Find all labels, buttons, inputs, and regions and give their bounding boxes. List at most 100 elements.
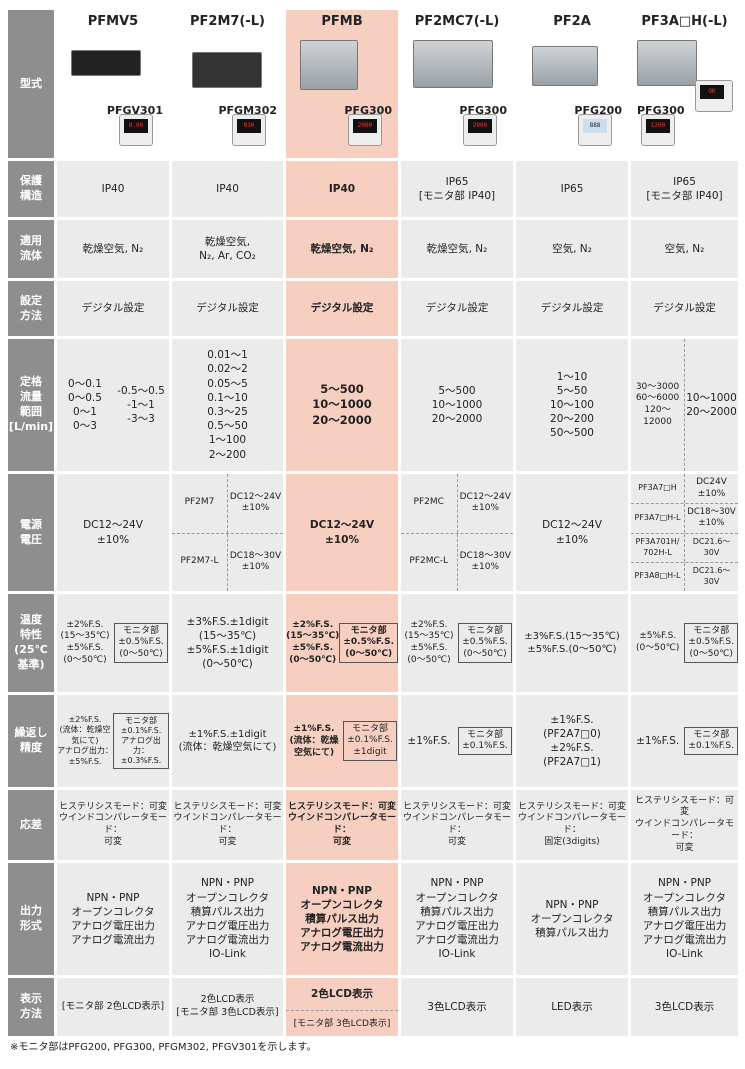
row-header-repeat: 繰返し 精度 [8,695,54,787]
setting-cell: デジタル設定 [401,281,513,336]
protection-cell: IP40 [57,161,169,217]
row-header-protection: 保護 構造 [8,161,54,217]
monitor-side-image: OK [695,80,733,112]
output-cell: NPN・PNP オープンコレクタ 積算パルス出力 アナログ電圧出力 アナログ電流… [631,863,738,975]
display-cell: 2色LCD表示 [モニタ部 3色LCD表示] [286,978,398,1036]
model-name: PF3A□H(-L) [641,14,728,29]
power-voltage: DC18～30V ±10% [227,533,283,591]
temp-value: ±5%F.S. (0～50℃) [636,631,680,653]
sensor-image [71,50,141,76]
power-model: PF3A7□H [638,483,677,493]
repeat-value: ±1%F.S. (流体：乾燥空気にて) [289,723,339,759]
monitor-name: PFG200 [574,104,622,117]
response-cell: ヒステリシスモード：可変 ウインドコンパレータモード： 可変 [401,790,513,860]
row-header-response: 応差 [8,790,54,860]
flow-range-cell: 30～3000 60～6000 120～12000 10～1000 20～200… [631,339,738,471]
output-cell: NPN・PNP オープンコレクタ 積算パルス出力 アナログ電圧出力 アナログ電流… [172,863,283,975]
repeat-cell: ±1%F.S.±1digit (流体：乾燥空気にて) [172,695,283,787]
monitor-image: 1200 [641,114,675,146]
monitor-image: 888 [578,114,612,146]
response-cell: ヒステリシスモード：可変 ウインドコンパレータモード： 可変 [631,790,738,860]
power-voltage: DC18～30V ±10% [456,533,514,591]
power-model: PF3A8□H-L [634,571,681,581]
row-header-model: 型式 [8,10,54,158]
output-cell: NPN・PNP オープンコレクタ 積算パルス出力 [516,863,628,975]
model-cell-pf2mc7: PF2MC7(-L) PFG300 2000 [401,10,513,158]
repeat-cell: ±1%F.S. (PF2A7□0) ±2%F.S. (PF2A7□1) [516,695,628,787]
protection-cell: IP65 [モニタ部 IP40] [631,161,738,217]
power-voltage: DC21.6～30V [684,533,738,562]
repeat-row: 繰返し 精度 ±2%F.S. (流体：乾燥空気にて) アナログ出力： ±5%F.… [8,695,738,787]
output-cell: NPN・PNP オープンコレクタ 積算パルス出力 アナログ電圧出力 アナログ電流… [401,863,513,975]
monitor-temp-box: モニタ部 ±0.5%F.S. (0～50℃) [458,623,512,663]
protection-cell: IP40 [286,161,398,217]
temp-cell: ±2%F.S. (15～35℃) ±5%F.S. (0～50℃) モニタ部 ±0… [401,594,513,692]
flow-range-cell: 1～10 5～50 10～100 20～200 50～500 [516,339,628,471]
response-cell: ヒステリシスモード：可変 ウインドコンパレータモード： 固定(3digits) [516,790,628,860]
power-voltage: DC12～24V ±10% [227,474,283,533]
power-model: PF2MC [413,497,444,508]
sensor-image [637,40,697,86]
repeat-cell: ±2%F.S. (流体：乾燥空気にて) アナログ出力： ±5%F.S. モニタ部… [57,695,169,787]
model-cell-pf3a: PF3A□H(-L) OK PFG300 1200 [631,10,738,158]
power-cell: PF3A7□H DC24V ±10% PF3A7□H-L DC18～30V ±1… [631,474,738,591]
power-model: PF3A7□H-L [634,512,681,522]
protection-row: 保護 構造 IP40 IP40 IP40 IP65 [モニタ部 IP40] IP… [8,161,738,217]
monitor-repeat-box: モニタ部 ±0.1%F.S. [458,726,512,756]
repeat-value: ±1%F.S. [407,734,451,747]
sensor-image [413,40,493,88]
temp-cell: ±3%F.S.(15～35℃) ±5%F.S.(0～50℃) [516,594,628,692]
response-row: 応差 ヒステリシスモード：可変 ウインドコンパレータモード： 可変 ヒステリシス… [8,790,738,860]
monitor-image: 2000 [348,114,382,146]
setting-cell: デジタル設定 [631,281,738,336]
protection-cell: IP40 [172,161,283,217]
monitor-image: 2000 [463,114,497,146]
temp-cell: ±2%F.S. (15～35℃) ±5%F.S. (0～50℃) モニタ部 ±0… [286,594,398,692]
temp-cell: ±2%F.S. (15～35℃) ±5%F.S. (0～50℃) モニタ部 ±0… [57,594,169,692]
power-voltage: DC24V ±10% [684,474,738,504]
monitor-repeat-box: モニタ部 ±0.1%F.S. ±1digit [343,721,397,761]
monitor-temp-box: モニタ部 ±0.5%F.S. (0～50℃) [114,623,168,663]
power-voltage: DC18～30V ±10% [684,504,738,533]
display-monitor: [モニタ部 3色LCD表示] [286,1010,398,1036]
flow-range-a: 30～3000 60～6000 120～12000 [635,381,680,427]
monitor-repeat-box: モニタ部 ±0.1%F.S. [684,726,738,756]
flow-range-row: 定格 流量 範囲 [L/min] 0～0.1 0～0.5 0～1 0～3 -0.… [8,339,738,471]
temp-value: ±2%F.S. (15～35℃) ±5%F.S. (0～50℃) [286,619,340,665]
fluid-row: 適用 流体 乾燥空気, N₂ 乾燥空気, N₂, Ar, CO₂ 乾燥空気, N… [8,220,738,278]
model-name: PFMV5 [87,14,139,29]
fluid-cell: 空気, N₂ [631,220,738,278]
output-cell: NPN・PNP オープンコレクタ アナログ電圧出力 アナログ電流出力 [57,863,169,975]
row-header-power: 電源 電圧 [8,474,54,591]
sensor-image [192,52,262,88]
output-row: 出力 形式 NPN・PNP オープンコレクタ アナログ電圧出力 アナログ電流出力… [8,863,738,975]
power-cell: PF2MC DC12～24V ±10% PF2MC-L DC18～30V ±10… [401,474,513,591]
row-header-output: 出力 形式 [8,863,54,975]
temp-row: 温度 特性 (25℃ 基準) ±2%F.S. (15～35℃) ±5%F.S. … [8,594,738,692]
flow-range-bidirectional: -0.5～0.5 -1～1 -3～3 [117,384,165,426]
model-name: PFMB [321,14,363,29]
power-model: PF2M7 [184,497,215,508]
model-row: 型式 PFMV5 PFGV301 0.00 PF2M7(-L) PFGM302 … [8,10,738,158]
setting-cell: デジタル設定 [57,281,169,336]
setting-cell: デジタル設定 [516,281,628,336]
monitor-image: 030 [232,114,266,146]
row-header-fluid: 適用 流体 [8,220,54,278]
row-header-setting: 設定 方法 [8,281,54,336]
repeat-value: ±1%F.S. [636,734,680,747]
power-model: PF3A701H/ 702H-L [635,536,680,557]
flow-range-cell: 0.01～1 0.02～2 0.05～5 0.1～10 0.3～25 0.5～5… [172,339,283,471]
power-cell: DC12～24V ±10% [516,474,628,591]
display-cell: 3色LCD表示 [631,978,738,1036]
setting-cell: デジタル設定 [172,281,283,336]
sensor-image [300,40,358,90]
row-header-flow-range: 定格 流量 範囲 [L/min] [8,339,54,471]
monitor-name: PFGM302 [218,104,277,117]
fluid-cell: 乾燥空気, N₂, Ar, CO₂ [172,220,283,278]
monitor-image: 0.00 [119,114,153,146]
monitor-name: PFG300 [637,104,685,117]
model-cell-pf2m7: PF2M7(-L) PFGM302 030 [172,10,283,158]
sensor-image [532,46,598,86]
repeat-value: ±2%F.S. (流体：乾燥空気にて) アナログ出力： ±5%F.S. [57,715,113,766]
power-model: PF2MC-L [409,556,449,567]
